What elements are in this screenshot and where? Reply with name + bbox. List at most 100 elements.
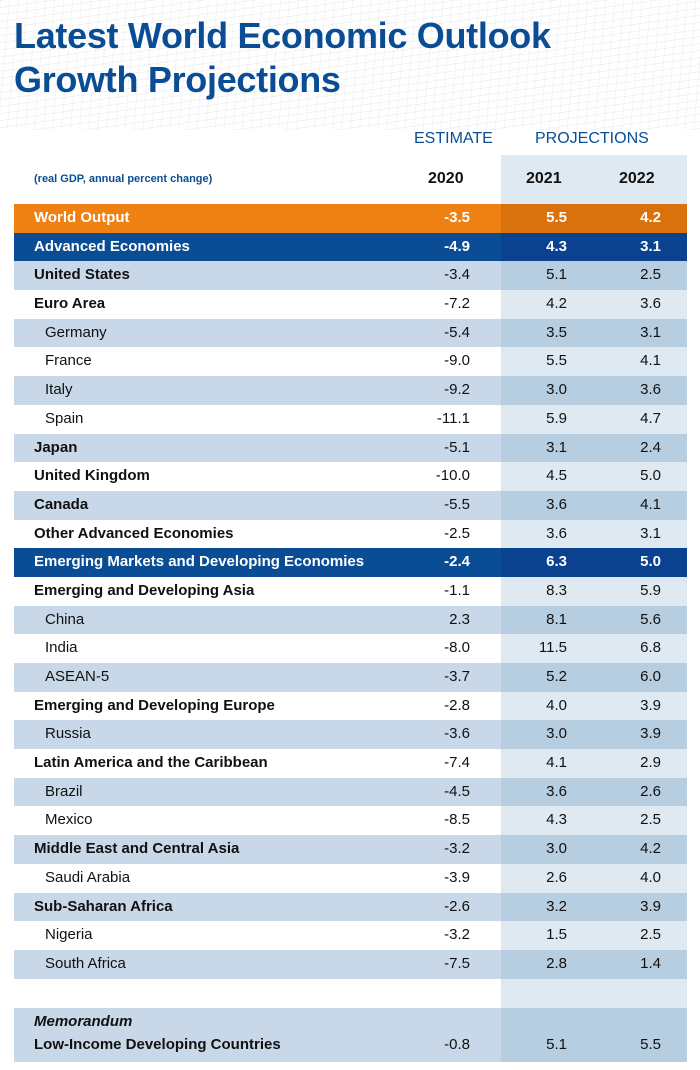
row-label: China bbox=[45, 610, 85, 628]
row-value-2020: -3.6 bbox=[444, 725, 470, 743]
table-row: Saudi Arabia -3.9 2.6 4.0 bbox=[14, 864, 687, 893]
year-2022-header: 2022 bbox=[619, 170, 655, 187]
row-value-2021: 3.0 bbox=[546, 840, 567, 858]
row-label: Other Advanced Economies bbox=[34, 524, 234, 542]
row-value-2022: 2.6 bbox=[640, 782, 661, 800]
table-row: France -9.0 5.5 4.1 bbox=[14, 347, 687, 376]
row-value-2022: 3.6 bbox=[640, 295, 661, 313]
row-value-2021: 6.3 bbox=[546, 553, 567, 571]
title-line-1: Latest World Economic Outlook bbox=[14, 15, 551, 56]
row-value-2021: 3.6 bbox=[546, 782, 567, 800]
row-value-2022: 2.5 bbox=[640, 266, 661, 284]
row-value-2021: 2.6 bbox=[546, 868, 567, 886]
row-value-2021: 5.5 bbox=[546, 352, 567, 370]
row-label: Saudi Arabia bbox=[45, 868, 131, 886]
memo-projection-bg bbox=[501, 1008, 687, 1062]
row-label: Emerging Markets and Developing Economie… bbox=[34, 553, 365, 571]
row-value-2021: 4.3 bbox=[546, 237, 567, 255]
row-projection-bg bbox=[501, 605, 687, 635]
row-label: Russia bbox=[45, 725, 91, 743]
row-value-2020: -3.2 bbox=[444, 840, 470, 858]
row-value-2020: -3.7 bbox=[444, 668, 470, 685]
table-row: Nigeria -3.2 1.5 2.5 bbox=[14, 921, 687, 950]
table-row: Middle East and Central Asia -3.2 3.0 4.2 bbox=[14, 835, 687, 864]
row-value-2020: -7.2 bbox=[444, 295, 470, 313]
row-value-2022: 2.9 bbox=[640, 754, 661, 772]
row-label: Brazil bbox=[45, 782, 83, 800]
row-value-2020: -3.5 bbox=[444, 209, 470, 226]
row-label: World Output bbox=[34, 209, 130, 226]
table-row: Other Advanced Economies -2.5 3.6 3.1 bbox=[14, 520, 687, 549]
row-value-2020: -5.1 bbox=[444, 438, 470, 456]
row-value-2022: 3.9 bbox=[640, 696, 661, 714]
row-label: Spain bbox=[45, 409, 84, 427]
row-label: Germany bbox=[45, 323, 107, 341]
row-value-2022: 5.6 bbox=[640, 610, 661, 628]
row-projection-bg bbox=[501, 949, 687, 979]
row-projection-bg bbox=[501, 232, 687, 262]
row-value-2021: 3.0 bbox=[546, 381, 567, 399]
row-value-2021: 4.5 bbox=[546, 467, 567, 485]
row-value-2022: 5.0 bbox=[640, 553, 661, 571]
table-row: Japan -5.1 3.1 2.4 bbox=[14, 433, 687, 463]
row-label: Japan bbox=[34, 438, 78, 456]
row-label: Emerging and Developing Europe bbox=[34, 696, 275, 714]
table-row: China 2.3 8.1 5.6 bbox=[14, 605, 687, 635]
row-value-2021: 8.1 bbox=[546, 610, 567, 628]
row-label: France bbox=[45, 352, 92, 370]
row-value-2022: 5.9 bbox=[640, 581, 661, 599]
table-row: ASEAN-5 -3.7 5.2 6.0 bbox=[14, 663, 687, 692]
row-value-2021: 5.2 bbox=[546, 668, 567, 685]
row-label: Canada bbox=[34, 495, 89, 513]
table-row: United Kingdom -10.0 4.5 5.0 bbox=[14, 462, 687, 491]
row-value-2020: -8.0 bbox=[444, 639, 470, 657]
row-value-2022: 4.1 bbox=[640, 495, 661, 513]
row-value-2021: 2.8 bbox=[546, 954, 567, 972]
row-value-2020: -9.0 bbox=[444, 352, 470, 370]
table-row: Spain -11.1 5.9 4.7 bbox=[14, 405, 687, 434]
row-value-2021: 4.2 bbox=[546, 295, 567, 313]
row-value-2021: 4.1 bbox=[546, 754, 567, 772]
row-value-2020: -11.1 bbox=[436, 409, 470, 427]
row-projection-bg bbox=[501, 318, 687, 348]
row-value-2022: 4.7 bbox=[640, 409, 661, 427]
year-2021-header: 2021 bbox=[526, 170, 562, 187]
row-label: Euro Area bbox=[34, 295, 106, 313]
row-projection-bg bbox=[501, 663, 687, 692]
row-value-2022: 3.1 bbox=[640, 524, 661, 542]
row-value-2020: -7.4 bbox=[444, 754, 470, 772]
table-row: Emerging and Developing Asia -1.1 8.3 5.9 bbox=[14, 577, 687, 606]
row-value-2021: 8.3 bbox=[546, 581, 567, 599]
row-value-2022: 3.1 bbox=[640, 237, 661, 255]
row-projection-bg bbox=[501, 376, 687, 405]
row-value-2020: -3.2 bbox=[444, 926, 470, 944]
table-row: Emerging Markets and Developing Economie… bbox=[14, 548, 687, 577]
row-label: Latin America and the Caribbean bbox=[34, 754, 268, 772]
table-row: United States -3.4 5.1 2.5 bbox=[14, 261, 687, 291]
row-value-2021: 5.1 bbox=[546, 266, 567, 284]
row-value-2021: 3.6 bbox=[546, 524, 567, 542]
row-label: Italy bbox=[45, 381, 73, 399]
row-value-2020: -1.1 bbox=[444, 581, 470, 599]
row-value-2020: 2.3 bbox=[449, 610, 470, 628]
table-row: Emerging and Developing Europe -2.8 4.0 3.9 bbox=[14, 692, 687, 721]
memo-title: Memorandum bbox=[34, 1013, 133, 1030]
table-row: Germany -5.4 3.5 3.1 bbox=[14, 318, 687, 348]
memo-value-2020: -0.8 bbox=[444, 1036, 470, 1053]
row-label: Mexico bbox=[45, 811, 93, 829]
memo-value-2021: 5.1 bbox=[546, 1036, 567, 1053]
row-value-2022: 4.0 bbox=[640, 868, 661, 886]
row-value-2021: 5.9 bbox=[546, 409, 567, 427]
row-projection-bg bbox=[501, 204, 687, 233]
table-row: Canada -5.5 3.6 4.1 bbox=[14, 490, 687, 520]
row-value-2022: 4.2 bbox=[640, 209, 661, 226]
row-value-2022: 4.1 bbox=[640, 352, 661, 370]
table-row: South Africa -7.5 2.8 1.4 bbox=[14, 949, 687, 979]
row-value-2022: 2.5 bbox=[640, 811, 661, 829]
row-value-2020: -3.9 bbox=[444, 868, 470, 886]
row-value-2022: 3.9 bbox=[640, 725, 661, 743]
row-value-2020: -7.5 bbox=[444, 954, 470, 972]
growth-table: World Output -3.5 5.5 4.2 Advanced Economies… bbox=[14, 204, 687, 979]
row-projection-bg bbox=[501, 835, 687, 864]
row-value-2021: 3.5 bbox=[546, 323, 567, 341]
